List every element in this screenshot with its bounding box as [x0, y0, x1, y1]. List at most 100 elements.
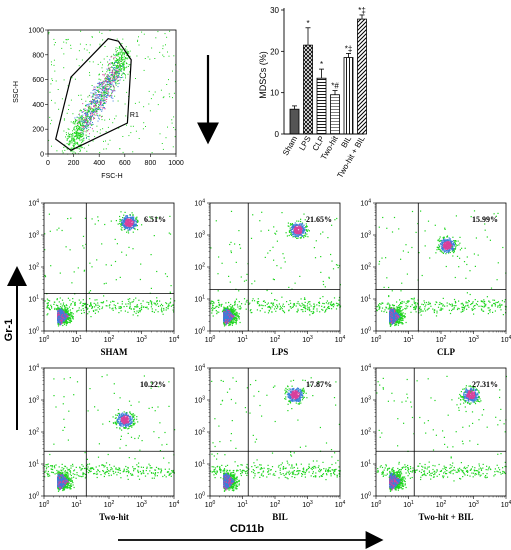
panel-x-tick: 101: [237, 500, 248, 509]
bar-bil: [343, 57, 354, 135]
panel-y-tick: 101: [28, 295, 39, 304]
gate-y-tick: 800: [32, 52, 44, 59]
bar-annotation: *‡: [358, 6, 366, 15]
gate-x-axis-label: FSC-H: [101, 173, 122, 180]
panel-x-tick: 103: [468, 500, 479, 509]
panel-x-tick: 103: [136, 335, 147, 344]
gate-y-ticks: 0 200 400 600 800 1000: [28, 28, 48, 159]
bar-annotation: *‡: [345, 44, 353, 53]
panel-y-tick: 100: [194, 492, 205, 501]
panel-x-tick: 100: [371, 335, 382, 344]
panel-x-tick: 100: [205, 335, 216, 344]
panel-y-tick: 100: [194, 327, 205, 336]
panel-y-tick: 104: [360, 364, 371, 373]
panel-percentage: 10.22%: [140, 380, 166, 389]
bar-x-label: Sham: [281, 134, 299, 157]
flow-panels: 1001001011011021021031031041046.51%SHAM1…: [28, 199, 511, 523]
panel-x-tick: 104: [169, 335, 180, 344]
panel-scatter-points: [376, 210, 507, 327]
bar-annotation: *#: [331, 82, 339, 91]
gr1-axis-label: Gr-1: [3, 319, 15, 342]
panel-y-tick: 101: [360, 460, 371, 469]
panel-y-tick: 101: [28, 460, 39, 469]
gate-scatter-points: [48, 30, 176, 155]
panel-scatter-points: [376, 375, 507, 492]
panel-x-tick: 102: [270, 500, 281, 509]
gate-x-ticks: 0 200 400 600 800 1000: [46, 154, 184, 167]
bar-clp: [316, 77, 327, 135]
panel-scatter-points: [44, 211, 176, 327]
panel-y-tick: 104: [28, 199, 39, 208]
gate-r1-polygon: [55, 38, 132, 151]
gate-x-tick: 800: [145, 160, 157, 167]
panel-x-tick: 104: [335, 500, 346, 509]
panel-x-tick: 102: [104, 335, 115, 344]
bar-x-label: LPS: [297, 135, 312, 153]
panel-x-tick: 101: [71, 500, 82, 509]
panel-y-tick: 103: [360, 231, 371, 240]
panel-y-tick: 104: [194, 364, 205, 373]
panel-y-tick: 100: [360, 492, 371, 501]
bar-y-tick: 10: [270, 89, 279, 98]
gate-y-axis-label: SSC-H: [13, 81, 20, 103]
bar-two-hit-bil: [357, 18, 367, 135]
gate-plot-frame: [47, 29, 177, 155]
panel-x-tick: 104: [335, 335, 346, 344]
gate-x-tick: 200: [68, 160, 80, 167]
panel-scatter-points: [210, 210, 342, 327]
panel-sample-label: SHAM: [101, 347, 129, 357]
panel-sample-label: Two-hit + BIL: [419, 512, 474, 522]
panel-y-tick: 101: [194, 295, 205, 304]
panel-percentage: 27.31%: [472, 380, 498, 389]
bar-marks: * * *# *‡ *‡: [289, 6, 367, 135]
bar-lps: [303, 44, 313, 135]
panel-x-tick: 104: [501, 335, 511, 344]
panel-y-tick: 100: [28, 492, 39, 501]
fsc-ssc-plot: R1 0 200 400 600 800 1000 0 200 400 600 800 1000 F…: [13, 28, 184, 181]
panel-percentage: 15.99%: [472, 215, 498, 224]
gate-y-tick: 400: [32, 102, 44, 109]
panel-x-tick: 102: [270, 335, 281, 344]
panel-y-tick: 103: [194, 396, 205, 405]
panel-y-tick: 103: [28, 231, 39, 240]
bar-sham: [289, 108, 300, 135]
panel-y-tick: 103: [360, 396, 371, 405]
bar-y-axis-label: MDSCs (%): [258, 51, 268, 99]
panel-x-tick: 101: [237, 335, 248, 344]
panel-scatter-points: [44, 374, 176, 492]
panel-x-tick: 103: [302, 500, 313, 509]
panel-y-tick: 100: [28, 327, 39, 336]
panel-y-tick: 100: [360, 327, 371, 336]
panel-sample-label: LPS: [272, 347, 289, 357]
panel-scatter-points: [210, 377, 341, 492]
panel-sample-label: CLP: [437, 347, 456, 357]
panel-y-tick: 102: [28, 428, 39, 437]
panel-y-tick: 103: [194, 231, 205, 240]
panel-x-tick: 101: [403, 335, 414, 344]
panel-x-tick: 104: [169, 500, 180, 509]
panel-y-tick: 102: [360, 428, 371, 437]
panel-y-tick: 102: [28, 263, 39, 272]
panel-x-tick: 100: [371, 500, 382, 509]
panel-x-tick: 103: [468, 335, 479, 344]
panel-y-tick: 101: [194, 460, 205, 469]
panel-percentage: 17.87%: [306, 380, 332, 389]
panel-y-tick: 102: [194, 428, 205, 437]
panel-percentage: 6.51%: [144, 215, 166, 224]
panel-y-tick: 102: [194, 263, 205, 272]
gate-y-tick: 600: [32, 77, 44, 84]
panel-y-tick: 102: [360, 263, 371, 272]
cd11b-axis-label: CD11b: [230, 523, 265, 535]
bar-annotation: *: [320, 60, 323, 69]
panel-x-tick: 102: [436, 335, 447, 344]
panel-x-tick: 100: [39, 335, 50, 344]
panel-y-tick: 103: [28, 396, 39, 405]
panel-x-tick: 102: [436, 500, 447, 509]
gate-x-tick: 600: [119, 160, 131, 167]
